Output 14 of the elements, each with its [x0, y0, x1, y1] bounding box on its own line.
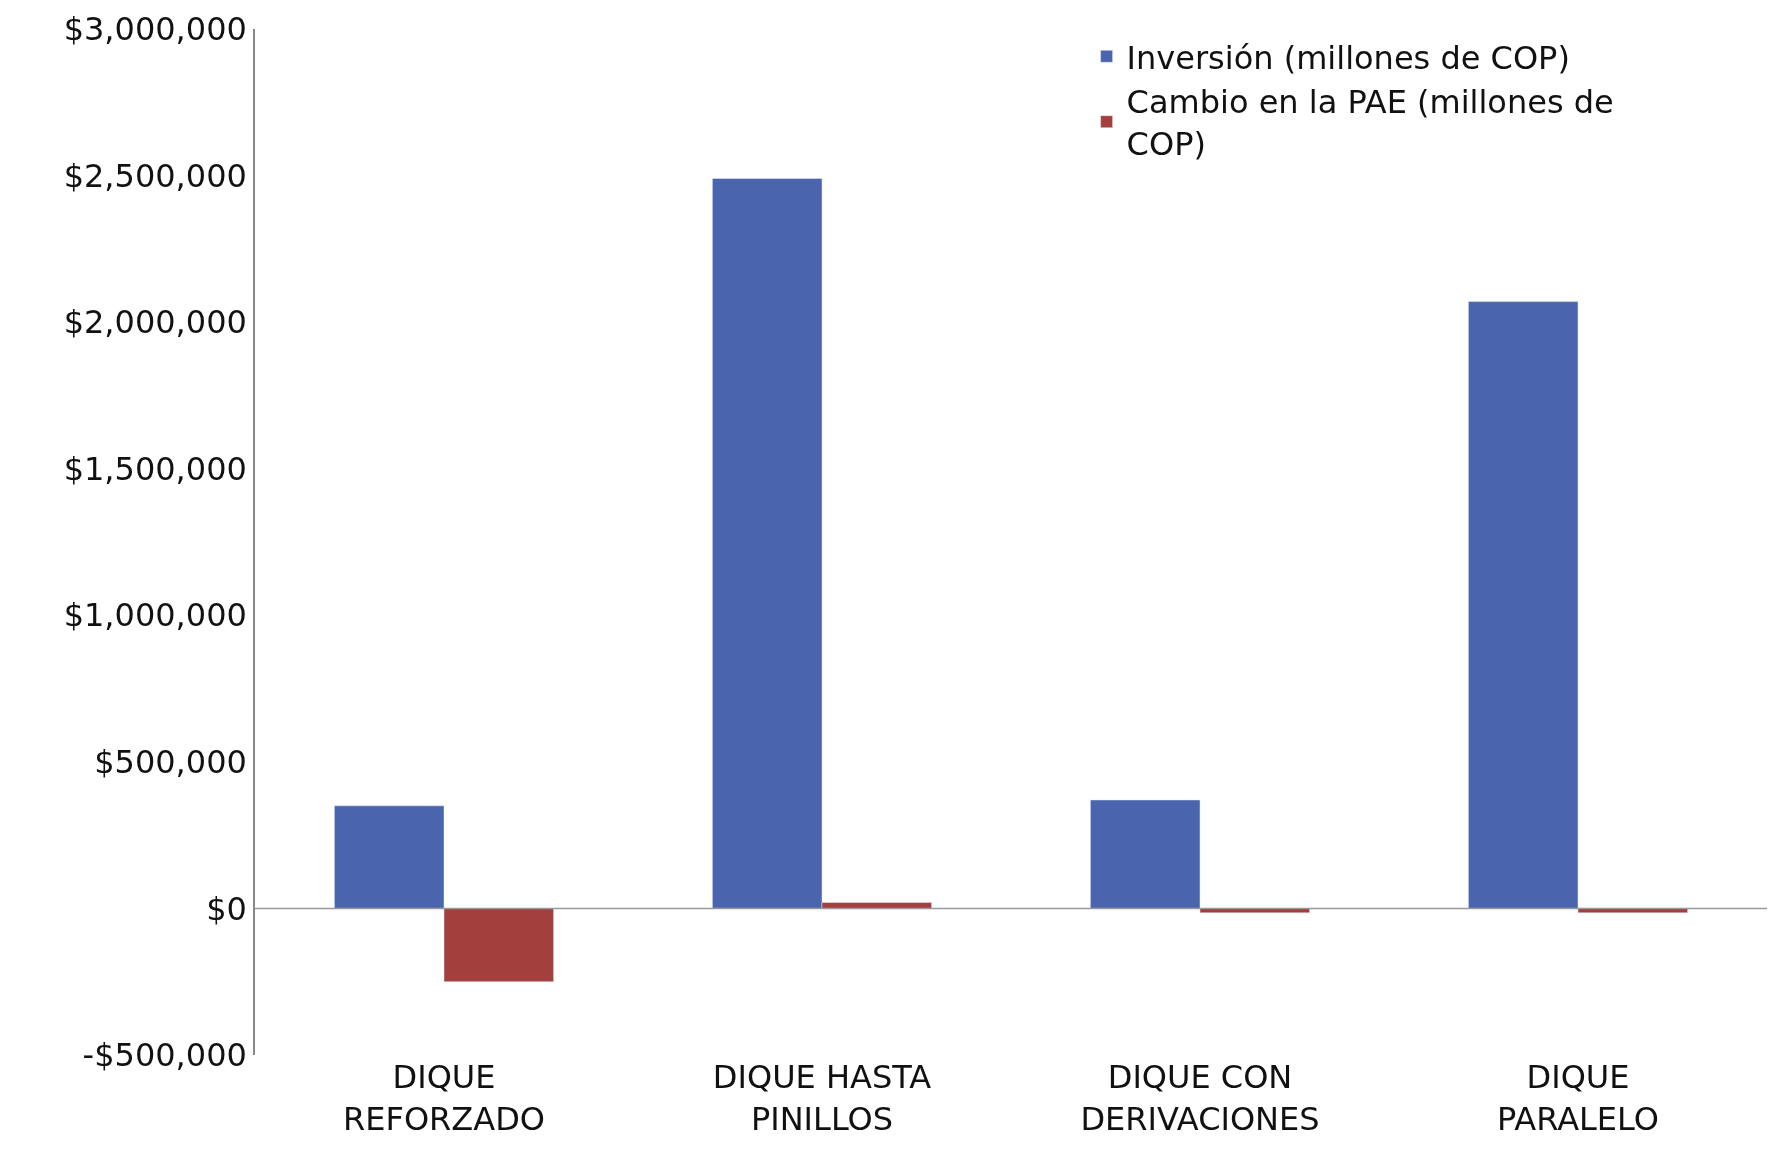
x-tick-label: DIQUE CON DERIVACIONES	[1080, 1058, 1320, 1138]
y-tick-label: $1,500,000	[63, 449, 247, 488]
y-tick-label: $2,000,000	[63, 303, 247, 342]
y-tick-label: -$500,000	[82, 1036, 247, 1075]
y-tick-label: $1,000,000	[63, 596, 247, 635]
x-tick-label: DIQUE PARALELO	[1497, 1058, 1659, 1138]
y-tick-label: $3,000,000	[63, 10, 247, 49]
x-tick-label: DIQUE REFORZADO	[343, 1058, 545, 1138]
y-tick-label: $0	[206, 889, 247, 928]
y-tick-label: $500,000	[94, 743, 247, 782]
legend-label: Inversión (millones de COP)	[1126, 38, 1570, 77]
y-tick-label: $2,500,000	[63, 156, 247, 195]
x-tick-label: DIQUE HASTA PINILLOS	[712, 1058, 932, 1138]
legend-label: Cambio en la PAE (millones de COP)	[1126, 83, 1614, 163]
